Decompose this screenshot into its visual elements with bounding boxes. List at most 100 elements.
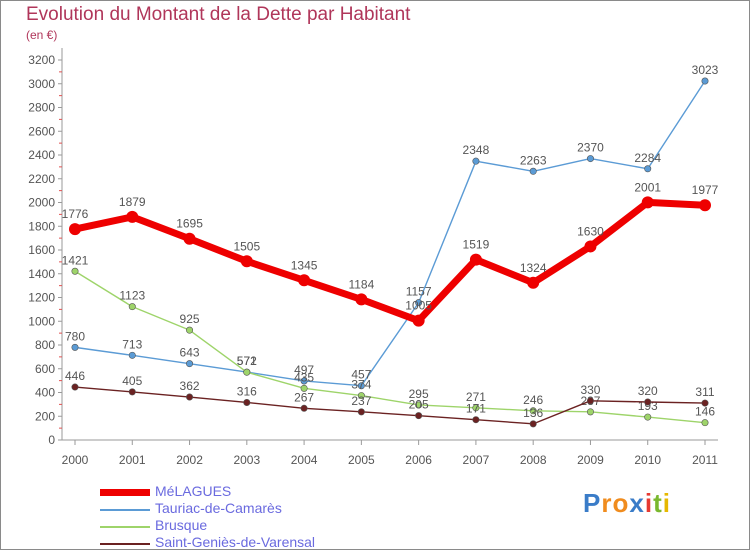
y-tick-label: 2200	[28, 172, 55, 186]
data-point	[529, 420, 537, 428]
data-label: 3023	[692, 63, 719, 77]
data-point	[415, 412, 423, 420]
data-label: 316	[237, 384, 257, 398]
legend-label: MéLAGUES	[155, 483, 232, 499]
data-point	[300, 377, 308, 385]
series-line	[74, 80, 706, 387]
data-label: 2263	[520, 153, 547, 167]
y-tick-label: 400	[35, 386, 55, 400]
data-point	[644, 413, 652, 421]
data-point	[300, 404, 308, 412]
y-tick-label: 2400	[28, 148, 55, 162]
data-label: 2001	[634, 180, 661, 194]
data-point	[243, 368, 251, 376]
data-point	[586, 155, 594, 163]
data-point	[586, 397, 594, 405]
logo-letter: t	[653, 488, 663, 518]
y-tick-label: 800	[35, 338, 55, 352]
data-label: 1184	[348, 277, 374, 291]
data-label: 435	[294, 370, 314, 384]
data-label: 2284	[634, 151, 661, 165]
data-label: 1879	[119, 195, 146, 209]
data-point	[183, 232, 196, 245]
legend-swatch	[100, 543, 150, 545]
y-tick-label: 2000	[28, 196, 55, 210]
series-1: 780 713 643 572 497 457 1157 2348 2263 2370 2284 30…	[65, 63, 719, 390]
data-point	[469, 253, 482, 266]
data-point	[472, 404, 480, 412]
data-label: 1505	[233, 239, 260, 253]
data-point	[128, 388, 136, 396]
data-label: 2370	[577, 141, 604, 155]
series-3: 446 405 362 316 267 237 205 171 136 330 320 311	[65, 369, 715, 428]
series-line	[74, 270, 706, 424]
x-tick-label: 2002	[176, 453, 203, 467]
data-label: 330	[580, 383, 600, 397]
x-tick-label: 2009	[577, 453, 604, 467]
data-label: 295	[409, 387, 429, 401]
data-point	[357, 392, 365, 400]
x-tick-label: 2011	[692, 453, 718, 467]
data-label: 1977	[692, 183, 719, 197]
data-point	[644, 398, 652, 406]
logo-letter: i	[662, 488, 671, 518]
series-2: 14211123925571435374295271246237193146	[62, 253, 715, 427]
data-point	[355, 293, 368, 306]
data-point	[186, 393, 194, 401]
y-tick-label: 3000	[28, 77, 55, 91]
data-label: 267	[294, 390, 314, 404]
data-point	[701, 399, 709, 407]
data-point	[298, 274, 311, 287]
x-tick-label: 2000	[62, 453, 89, 467]
logo-letter: i	[644, 488, 654, 518]
data-label: 246	[523, 393, 543, 407]
y-tick-label: 200	[35, 409, 55, 423]
data-label: 205	[409, 398, 429, 412]
data-label: 497	[294, 363, 314, 377]
x-tick-label: 2003	[233, 453, 260, 467]
x-tick-label: 2008	[520, 453, 547, 467]
y-tick-label: 2800	[28, 101, 55, 115]
data-point	[701, 77, 709, 85]
y-tick-label: 1000	[28, 314, 55, 328]
chart-title: Evolution du Montant de la Dette par Hab…	[26, 4, 411, 25]
data-label: 1630	[577, 224, 604, 238]
data-label: 136	[523, 406, 543, 420]
data-point	[71, 343, 79, 351]
legend-label: Tauriac-de-Camarès	[155, 500, 282, 516]
data-point	[472, 416, 480, 424]
data-point	[357, 382, 365, 390]
data-point	[415, 299, 423, 307]
data-label: 446	[65, 369, 85, 383]
data-point	[186, 360, 194, 368]
data-point	[243, 398, 251, 406]
legend-label: Saint-Geniès-de-Varensal	[155, 534, 316, 550]
data-label: 780	[65, 329, 85, 343]
data-point	[357, 408, 365, 416]
y-tick-label: 1200	[28, 291, 55, 305]
data-label: 320	[638, 384, 658, 398]
data-label: 925	[180, 312, 200, 326]
data-label: 1157	[406, 285, 432, 299]
x-tick-label: 2004	[291, 453, 318, 467]
data-point	[128, 303, 136, 311]
data-point	[186, 326, 194, 334]
x-tick-label: 2001	[119, 453, 146, 467]
legend-swatch	[100, 489, 150, 496]
data-point	[71, 267, 79, 275]
legend-swatch	[100, 526, 150, 528]
data-label: 1421	[62, 253, 89, 267]
x-tick-label: 2007	[463, 453, 490, 467]
data-label: 571	[237, 354, 257, 368]
data-point	[415, 401, 423, 409]
y-tick-label: 600	[35, 362, 55, 376]
logo-letter: o	[612, 488, 630, 518]
data-point	[69, 223, 81, 236]
logo-letter: P	[583, 488, 602, 518]
data-label: 643	[180, 346, 200, 360]
data-point	[644, 165, 652, 173]
data-point	[529, 407, 537, 415]
y-tick-label: 3200	[28, 53, 55, 67]
data-label: 457	[351, 368, 371, 382]
legend-label: Brusque	[155, 517, 208, 533]
